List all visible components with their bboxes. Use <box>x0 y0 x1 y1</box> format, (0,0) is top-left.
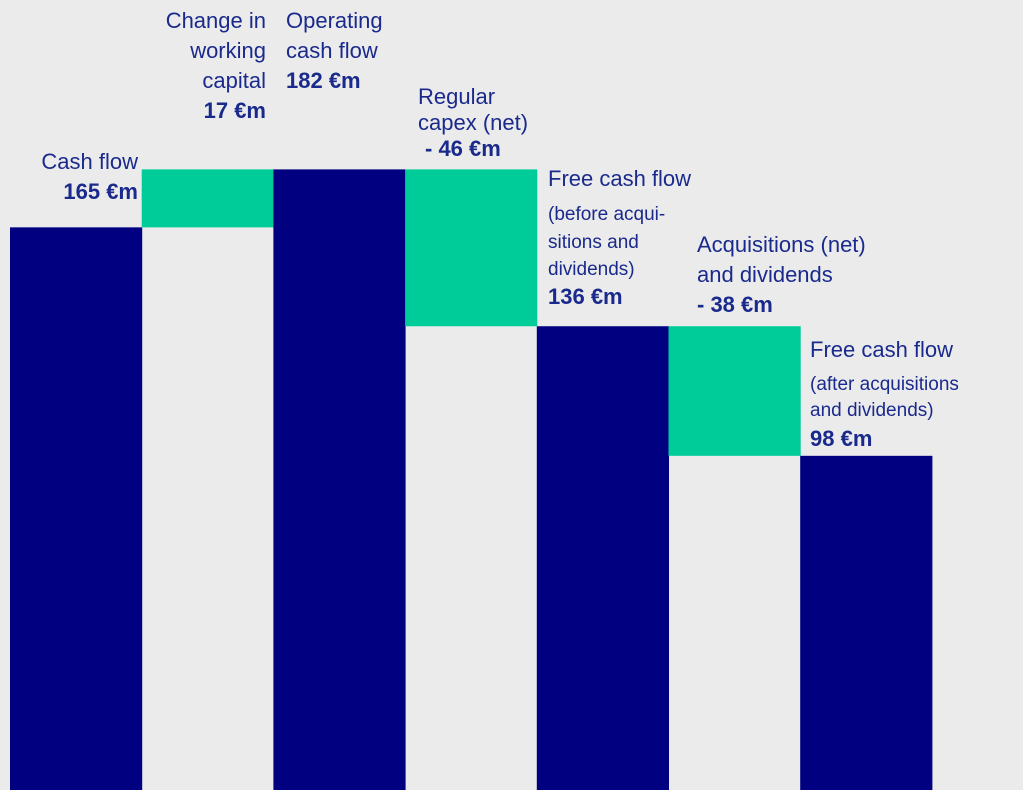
category-label: sitions and <box>548 232 639 253</box>
category-label: capex (net) <box>418 110 528 135</box>
value-label: 165 €m <box>63 179 138 204</box>
value-label: - 38 €m <box>697 292 773 317</box>
category-label: Operating <box>286 8 383 33</box>
bar <box>668 326 801 456</box>
category-label: (after acquisitions <box>810 374 959 395</box>
category-label: dividends) <box>548 259 635 280</box>
bar <box>405 169 538 327</box>
value-label: 17 €m <box>204 98 266 123</box>
category-label: (before acqui- <box>548 204 665 225</box>
category-label: and dividends <box>697 262 833 287</box>
value-label: 136 €m <box>548 284 623 309</box>
category-label: and dividends) <box>810 400 934 421</box>
bar <box>273 169 406 790</box>
bar <box>141 169 274 228</box>
bar <box>800 455 933 790</box>
bar <box>10 227 143 790</box>
value-label: - 46 €m <box>425 136 501 161</box>
category-label: cash flow <box>286 38 378 63</box>
category-label: Regular <box>418 84 495 109</box>
category-label: Acquisitions (net) <box>697 232 866 257</box>
category-label: Cash flow <box>41 149 138 174</box>
value-label: 98 €m <box>810 426 872 451</box>
category-label: working <box>189 38 266 63</box>
category-label: Free cash flow <box>548 166 691 191</box>
bar <box>536 326 669 790</box>
category-label: capital <box>202 68 266 93</box>
category-label: Free cash flow <box>810 337 953 362</box>
category-label: Change in <box>166 8 266 33</box>
value-label: 182 €m <box>286 68 361 93</box>
